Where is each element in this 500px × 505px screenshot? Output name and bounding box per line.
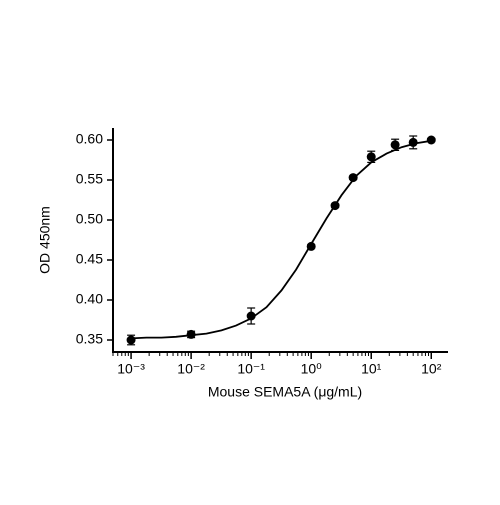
point [330, 201, 340, 211]
x-tick-label: 10⁻² [177, 361, 205, 377]
point [426, 135, 436, 145]
x-axis-title: Mouse SEMA5A (μg/mL) [208, 384, 362, 400]
point [306, 241, 316, 251]
y-tick-label: 0.35 [76, 331, 103, 347]
x-tick-label: 10⁻¹ [237, 361, 265, 377]
y-axis-title: OD 450nm [37, 206, 53, 274]
y-tick-label: 0.40 [76, 291, 103, 307]
point [126, 335, 136, 345]
point [390, 140, 400, 150]
point [348, 173, 358, 183]
fit-curve [131, 139, 432, 340]
x-tick-label: 10² [421, 361, 442, 377]
point [408, 137, 418, 147]
point [186, 329, 196, 339]
y-tick-label: 0.45 [76, 251, 103, 267]
y-tick-label: 0.55 [76, 171, 103, 187]
x-tick-label: 10⁻³ [117, 361, 145, 377]
x-tick-label: 10⁰ [301, 361, 323, 377]
x-tick-label: 10¹ [361, 361, 382, 377]
point [366, 152, 376, 162]
point [246, 311, 256, 321]
y-tick-label: 0.50 [76, 211, 103, 227]
y-tick-label: 0.60 [76, 131, 103, 147]
